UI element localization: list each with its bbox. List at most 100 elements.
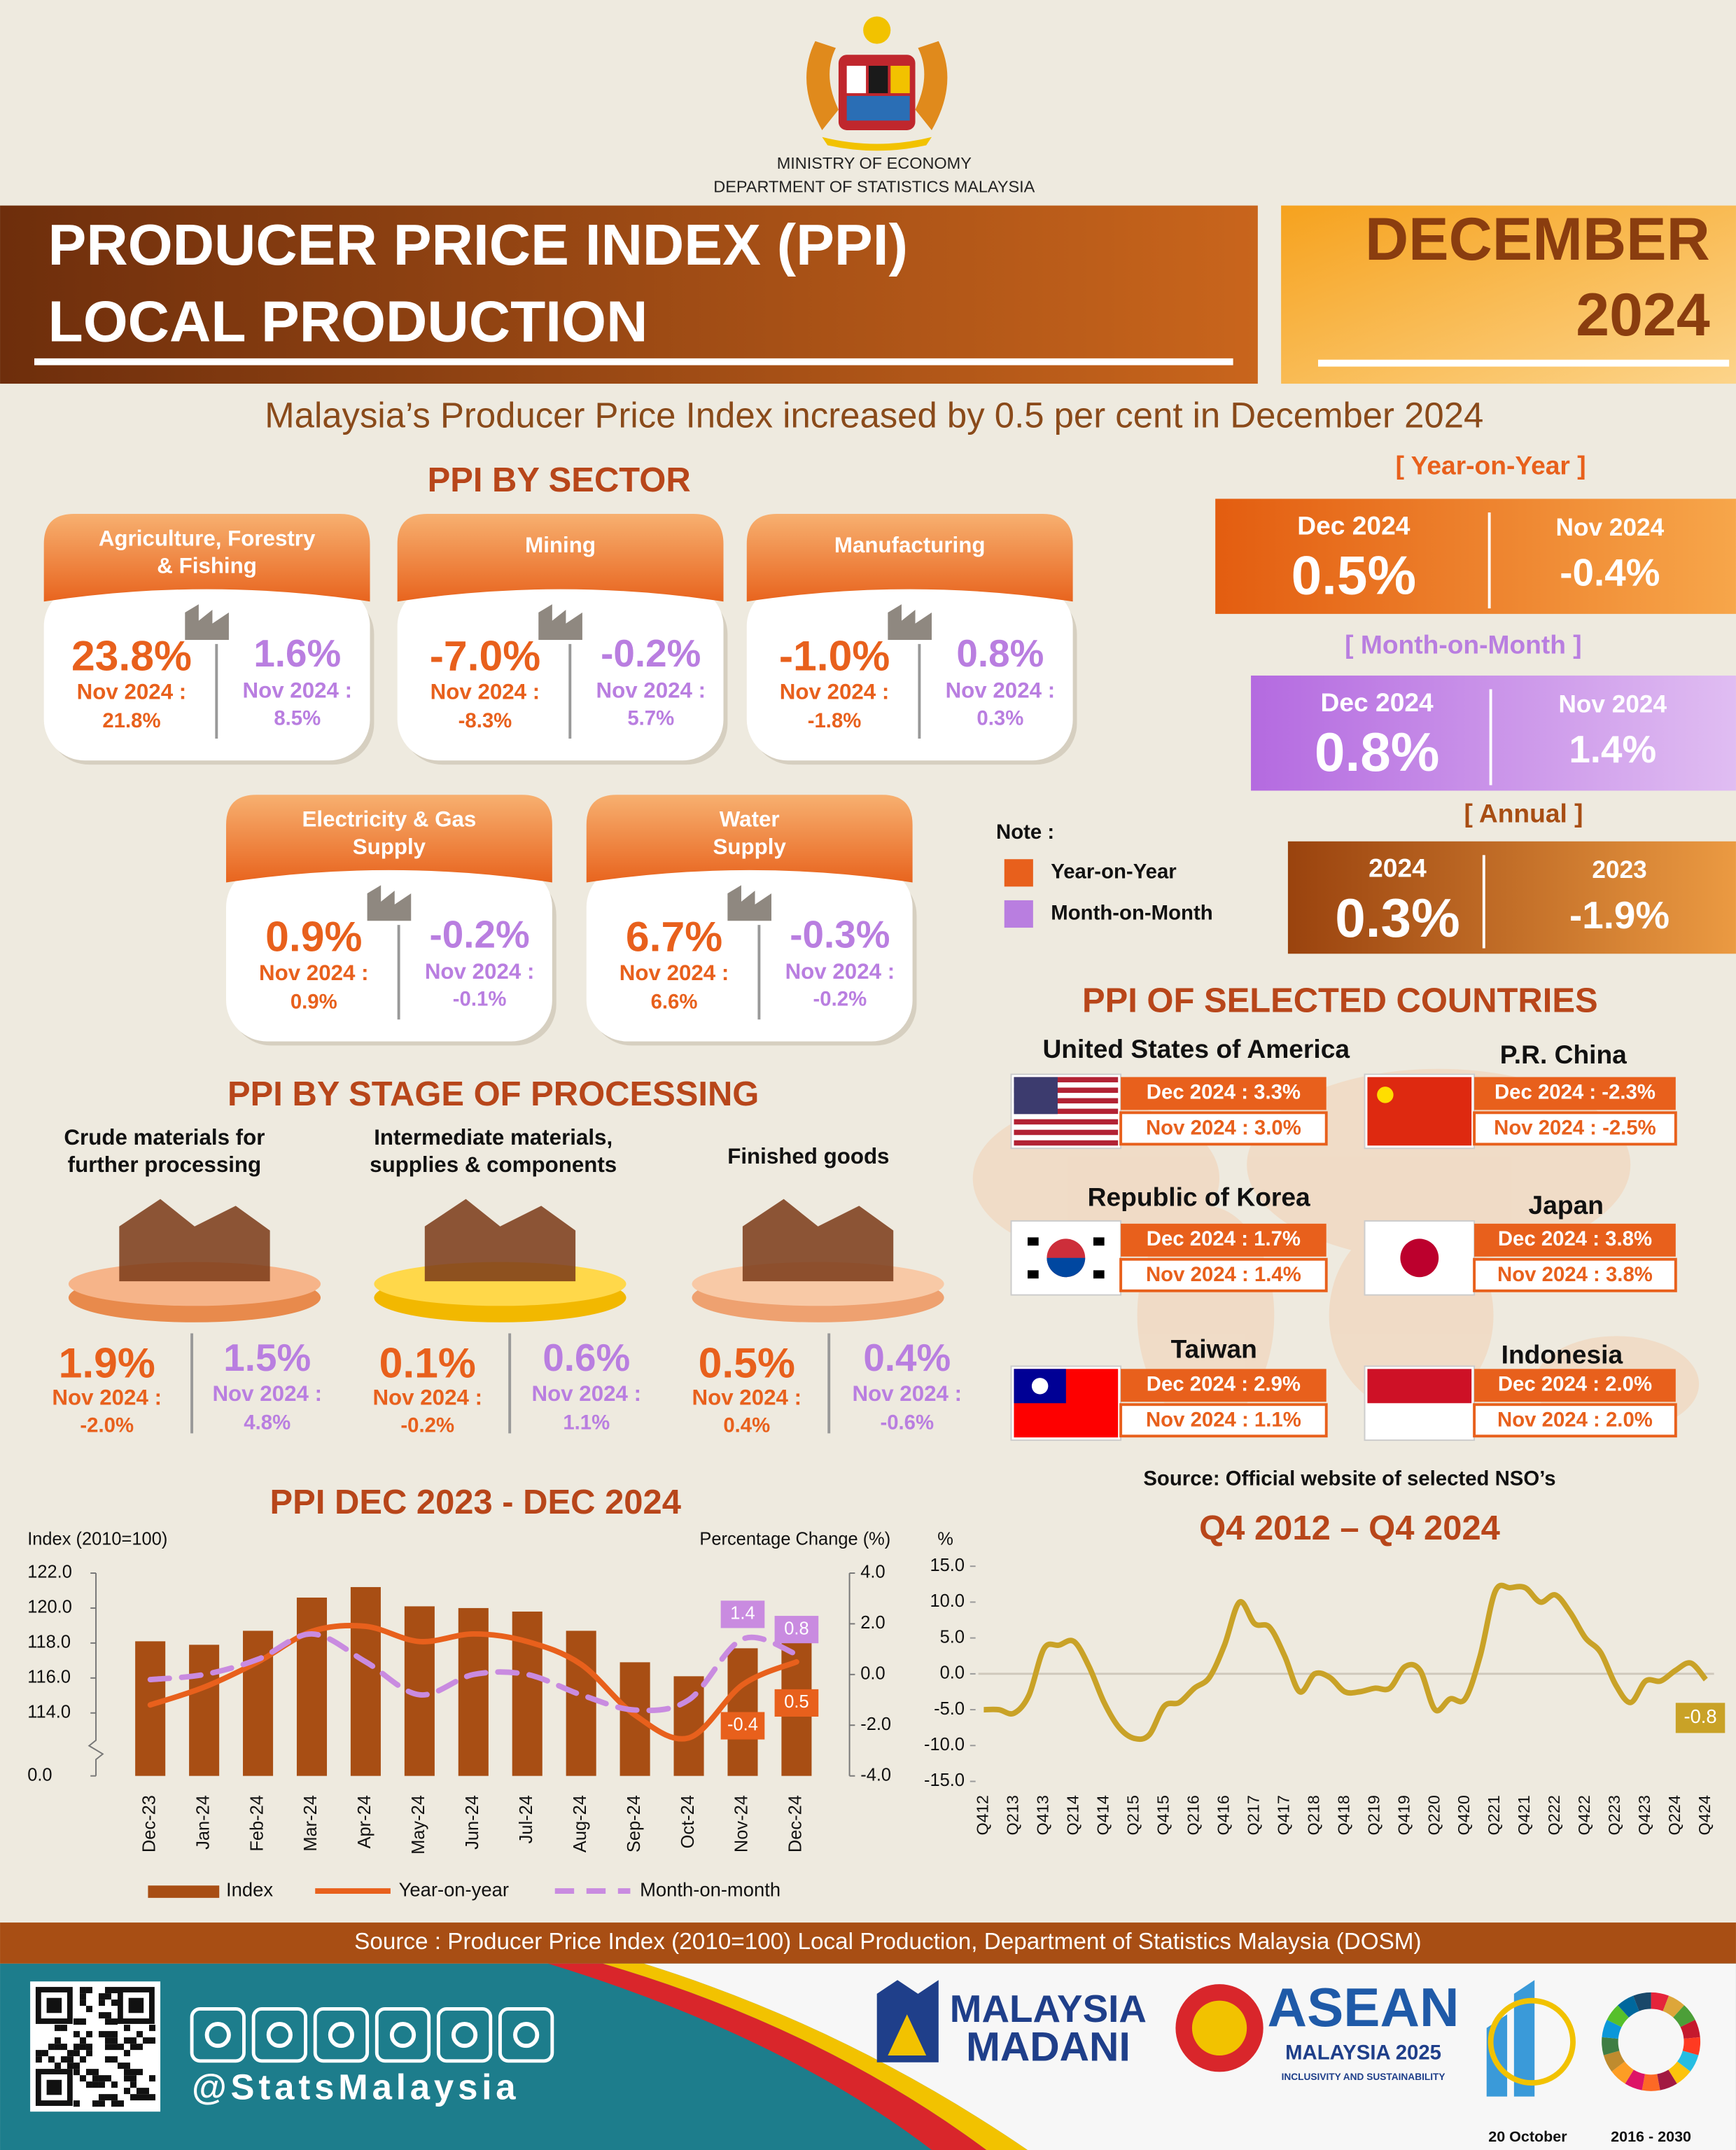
data-label-box bbox=[720, 1600, 765, 1628]
y2-tick-label: 2.0 bbox=[860, 1613, 885, 1633]
qr-cell bbox=[85, 2044, 92, 2051]
y2-tick-label: 0.0 bbox=[860, 1664, 885, 1684]
stage-icon bbox=[424, 1199, 576, 1282]
yoy-value: -7.0% bbox=[430, 631, 540, 679]
yoy-prev-label: Nov 2024 : bbox=[780, 680, 890, 704]
country-nov-box bbox=[1119, 1257, 1328, 1292]
x-tick-label: Q419 bbox=[1394, 1795, 1413, 1835]
yoy-value: 0.9% bbox=[265, 913, 362, 961]
bar bbox=[566, 1631, 596, 1776]
mom-prev: 0.3% bbox=[976, 706, 1023, 730]
social-icon[interactable] bbox=[251, 2006, 307, 2063]
yoy-prev: 6.6% bbox=[651, 990, 698, 1013]
country-nov-box bbox=[1473, 1111, 1677, 1146]
note-item: Month-on-Month bbox=[1051, 901, 1212, 924]
stage-name: supplies & components bbox=[370, 1152, 617, 1177]
stage-icon bbox=[742, 1199, 894, 1282]
country-dec: Dec 2024 : 1.7% bbox=[1147, 1227, 1301, 1250]
flag-part bbox=[1014, 1129, 1119, 1136]
asean-mark bbox=[1191, 2000, 1247, 2055]
report-year: 2024 bbox=[1576, 281, 1710, 349]
note-item: Year-on-Year bbox=[1051, 860, 1176, 884]
flag-part bbox=[1014, 1077, 1058, 1115]
x-tick-label: Q218 bbox=[1304, 1795, 1322, 1835]
y-axis-title: % bbox=[937, 1530, 953, 1549]
social-icon[interactable] bbox=[190, 2006, 246, 2063]
qr-cell bbox=[79, 2018, 86, 2025]
social-icon[interactable] bbox=[498, 2006, 554, 2063]
country-name: Republic of Korea bbox=[1088, 1182, 1310, 1211]
qr-cell bbox=[143, 2088, 150, 2095]
qr-cell bbox=[79, 2075, 86, 2082]
flag-part bbox=[1028, 1237, 1039, 1246]
x-tick-label: Q217 bbox=[1244, 1795, 1262, 1835]
x-tick-label: Q220 bbox=[1424, 1795, 1443, 1835]
department: DEPARTMENT OF STATISTICS MALAYSIA bbox=[713, 177, 1035, 195]
summary-current: 0.3% bbox=[1335, 887, 1460, 949]
x-tick-label: Q412 bbox=[974, 1795, 992, 1835]
card-header bbox=[586, 795, 913, 883]
stage-name: further processing bbox=[68, 1152, 262, 1177]
x-tick-label: Q221 bbox=[1485, 1795, 1503, 1835]
qr-cell bbox=[85, 2031, 92, 2038]
summary-previous: -0.4% bbox=[1560, 551, 1660, 594]
yoy-prev: 21.8% bbox=[102, 709, 160, 732]
qr-cell bbox=[123, 2050, 130, 2057]
bar bbox=[350, 1586, 381, 1776]
qr-cell bbox=[111, 2031, 118, 2038]
crest bbox=[806, 16, 948, 151]
mom-value: 1.5% bbox=[223, 1336, 311, 1379]
mom-prev-label: Nov 2024 : bbox=[785, 959, 895, 984]
social-handle: @StatsMalaysia bbox=[192, 2067, 519, 2107]
stats-day: 20 October bbox=[1488, 2128, 1567, 2145]
qr-cell bbox=[111, 2018, 118, 2025]
country-dec: Dec 2024 : 2.0% bbox=[1498, 1373, 1652, 1396]
summary-box bbox=[1215, 498, 1736, 614]
card-header bbox=[746, 513, 1073, 602]
yoy-prev-label: Nov 2024 : bbox=[372, 1385, 482, 1410]
summary-heading: [ Annual ] bbox=[1464, 798, 1583, 828]
yoy-prev-label: Nov 2024 : bbox=[52, 1385, 162, 1410]
x-tick-label: Mar-24 bbox=[301, 1795, 321, 1852]
flag-part bbox=[1093, 1237, 1105, 1246]
mom-value: -0.2% bbox=[430, 912, 530, 956]
headline: Malaysia’s Producer Price Index increase… bbox=[265, 395, 1483, 435]
mom-prev: -0.1% bbox=[453, 988, 507, 1011]
qr-finder bbox=[46, 2079, 62, 2095]
card-header bbox=[397, 513, 724, 602]
qr-cell bbox=[66, 2050, 74, 2057]
social-icon[interactable] bbox=[374, 2006, 431, 2063]
country-dec-box bbox=[1121, 1077, 1326, 1110]
country-nov: Nov 2024 : 3.8% bbox=[1497, 1263, 1653, 1286]
qr-cell bbox=[73, 2018, 80, 2025]
card-body bbox=[43, 585, 370, 761]
country-name: Japan bbox=[1529, 1190, 1604, 1220]
qr-cell bbox=[73, 2062, 80, 2069]
country-dec-box bbox=[1474, 1369, 1676, 1402]
qr-cell bbox=[111, 2094, 118, 2101]
qr-cell bbox=[79, 2056, 86, 2063]
summary-box bbox=[1287, 841, 1736, 954]
note-title: Note : bbox=[996, 821, 1054, 844]
y-tick-label: 0.0 bbox=[27, 1765, 52, 1785]
social-icon[interactable] bbox=[313, 2006, 370, 2063]
card-body bbox=[397, 585, 724, 761]
x-tick-label: Dec-24 bbox=[786, 1795, 806, 1852]
sector-icon bbox=[538, 604, 582, 641]
flag-part bbox=[1014, 1077, 1119, 1082]
yoy-prev-label: Nov 2024 : bbox=[692, 1385, 802, 1410]
madani-logo: MALAYSIA bbox=[950, 1987, 1147, 2030]
mom-prev: 4.8% bbox=[244, 1411, 290, 1434]
sdg-wheel bbox=[1662, 1995, 1685, 2018]
x-tick-label: Q422 bbox=[1575, 1795, 1593, 1835]
qr-cell bbox=[111, 2100, 118, 2107]
sector-icon bbox=[367, 885, 412, 921]
x-tick-label: Q215 bbox=[1124, 1795, 1142, 1835]
qr-cell bbox=[136, 2044, 144, 2051]
sdg-wheel bbox=[1657, 2069, 1677, 2090]
chart-title: PPI DEC 2023 - DEC 2024 bbox=[270, 1484, 681, 1521]
countries-source: Source: Official website of selected NSO… bbox=[1143, 1467, 1555, 1491]
sector-name: Electricity & Gas bbox=[302, 807, 477, 832]
social-icon[interactable] bbox=[436, 2006, 493, 2063]
